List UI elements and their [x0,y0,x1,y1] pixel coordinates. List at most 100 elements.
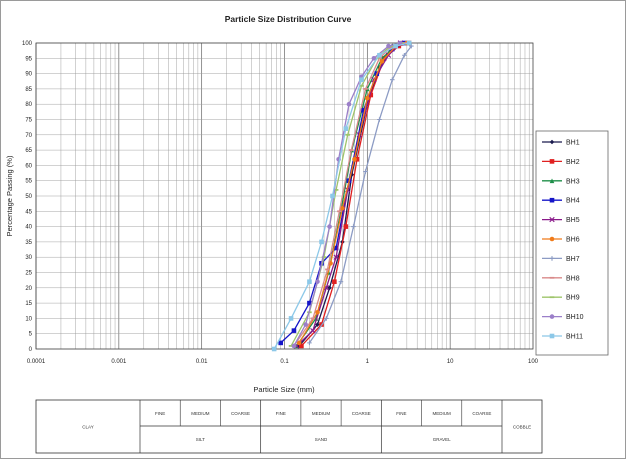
y-tick-label: 85 [25,87,32,93]
data-point [361,108,366,113]
data-point [296,340,302,346]
legend-item-bh3: BH3 [542,178,580,185]
data-point [377,52,382,58]
y-axis-label: Percentage Passing (%) [5,155,14,236]
table-sub-fine: FINE [276,411,286,416]
y-tick-label: 25 [25,271,32,277]
legend: BH1 BH2 BH3 BH4 BH5 BH6 BH7 BH8 BH9 BH10 BH11 [542,140,584,341]
legend-item-bh2: BH2 [542,159,580,166]
data-point [393,43,398,49]
x-tick-label: 0.0001 [27,359,46,365]
y-tick-label: 55 [25,179,32,185]
table-group-gravel: GRAVEL [433,437,451,442]
data-point [363,88,368,90]
series-line [273,42,410,350]
y-tick-label: 60 [25,163,32,169]
data-point [368,92,374,98]
series-line [293,42,401,347]
table-cobble-label: COBBLE [513,425,531,430]
table-sub-coarse: COARSE [352,411,371,416]
legend-marker [549,178,555,184]
y-tick-label: 40 [25,225,32,231]
legend-marker [549,236,555,242]
data-point [307,279,312,284]
legend-label: BH1 [566,140,580,147]
legend-label: BH5 [566,217,580,224]
y-tick-label: 75 [25,118,32,124]
legend-label: BH2 [566,159,580,166]
data-point [271,346,277,352]
data-point [402,42,407,44]
data-point [377,117,382,122]
legend-marker [549,256,555,261]
data-point [310,327,316,334]
y-tick-label: 95 [25,56,32,62]
data-point [359,77,364,83]
y-tick-label: 90 [25,72,32,78]
series-bh11 [271,40,412,352]
legend-label: BH3 [566,178,580,185]
data-point [389,77,395,83]
data-point [291,343,297,349]
legend-item-bh1: BH1 [542,140,580,147]
x-tick-label: 0.1 [280,359,289,365]
x-axis-label: Particle Size (mm) [253,385,315,394]
legend-marker [549,197,555,203]
legend-item-bh10: BH10 [542,314,584,321]
data-point [288,345,294,347]
legend-label: BH9 [566,295,580,302]
y-tick-label: 10 [25,316,32,322]
data-point [343,126,349,131]
classification-table: CLAY COBBLE SILT FINE MEDIUM COARSE SAND FINE ME… [35,399,543,454]
data-point [377,57,382,60]
y-tick-label: 70 [25,133,32,139]
data-point [352,156,357,162]
y-tick-label: 45 [25,209,32,215]
legend-marker [549,333,555,339]
y-tick-label: 65 [25,148,32,154]
legend-item-bh6: BH6 [542,237,580,244]
data-point [402,52,407,58]
plot-area [35,42,534,350]
legend-marker [549,216,555,223]
data-point [343,224,349,229]
data-point [406,40,412,46]
x-tick-label: 0.001 [111,359,127,365]
data-point [338,279,344,284]
data-point [333,254,339,260]
data-point [319,239,324,245]
data-point [386,43,391,49]
legend-marker [549,314,555,319]
chart-title: Particle Size Distribution Curve [225,14,352,24]
data-point [330,193,335,199]
table-group-sand: SAND [315,437,328,442]
table-sub-coarse: COARSE [231,411,250,416]
legend-label: BH7 [566,256,580,263]
data-point [303,322,308,327]
y-tick-label: 5 [29,332,33,338]
data-point [363,169,368,174]
legend-marker [549,139,555,145]
legend-item-bh4: BH4 [542,198,580,205]
x-tick-label: 100 [528,359,539,365]
data-point [354,156,360,162]
grid [35,42,533,350]
table-sub-medium: MEDIUM [312,411,330,416]
data-point [291,328,297,333]
data-point [340,205,345,211]
y-tick-label: 100 [22,41,33,47]
data-point [321,256,327,259]
data-point [346,101,352,107]
table-group-silt: SILT [196,437,205,442]
data-point [325,268,330,271]
table-sub-fine: FINE [155,411,165,416]
data-point [307,340,312,346]
x-tick-label: 10 [447,359,454,365]
data-point [327,224,332,229]
data-point [379,59,385,64]
legend-item-bh5: BH5 [542,216,580,224]
data-point [327,285,332,291]
legend-label: BH10 [566,314,584,321]
